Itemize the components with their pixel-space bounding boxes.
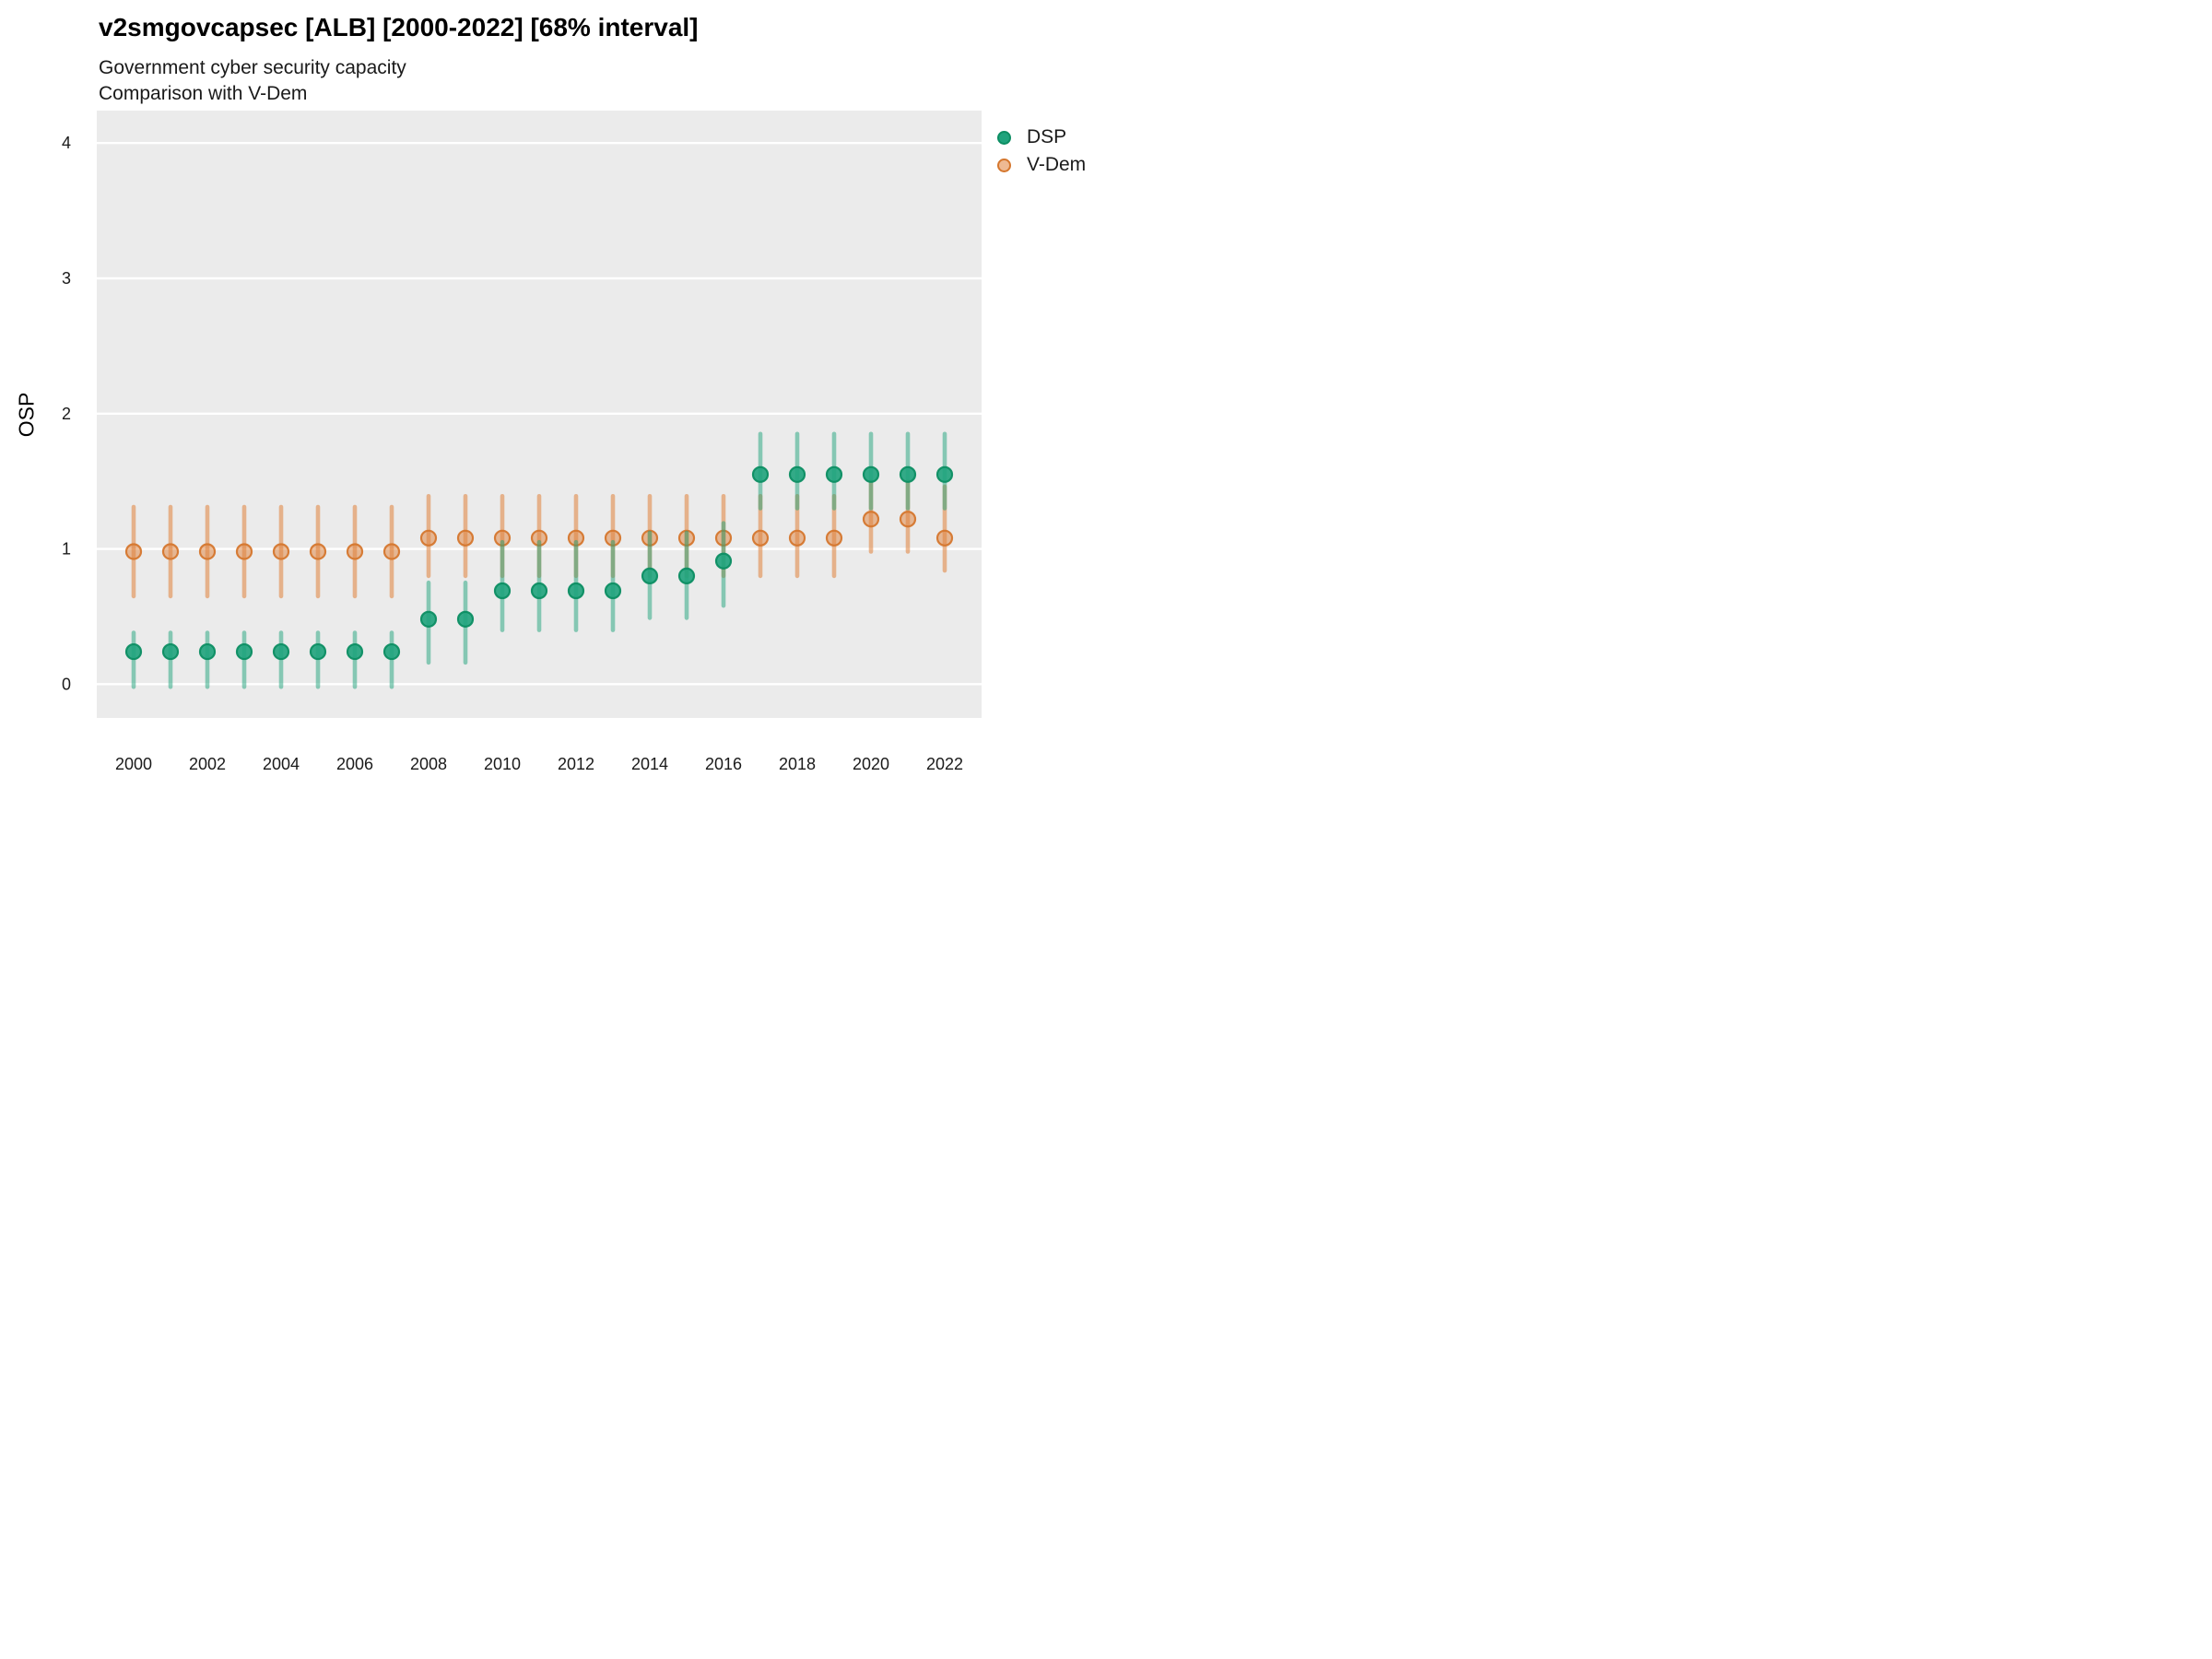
vdem-legend-dot-icon [997, 158, 1011, 172]
point-dsp-2002 [198, 642, 217, 661]
point-vdem-2022 [935, 529, 954, 547]
point-dsp-2004 [272, 642, 290, 661]
y-tick-label-0: 0 [62, 675, 71, 693]
chart-subtitle-2: Comparison with V-Dem [99, 83, 308, 104]
point-dsp-2016 [714, 552, 733, 570]
point-vdem-2000 [124, 543, 143, 560]
dsp-legend-dot-icon [997, 130, 1011, 145]
x-tick-label-2012: 2012 [558, 755, 594, 773]
x-tick-label-2004: 2004 [263, 755, 300, 773]
point-dsp-2021 [899, 465, 917, 483]
legend: DSP V-Dem [993, 124, 1086, 179]
point-dsp-2008 [419, 610, 438, 628]
point-dsp-2015 [677, 567, 696, 584]
point-dsp-2018 [788, 465, 806, 483]
x-tick-label-2014: 2014 [631, 755, 668, 773]
legend-item-vdem: V-Dem [993, 151, 1086, 179]
point-dsp-2005 [309, 642, 327, 661]
point-vdem-2007 [382, 543, 401, 560]
point-vdem-2002 [198, 543, 217, 560]
point-dsp-2022 [935, 465, 954, 483]
x-tick-label-2018: 2018 [779, 755, 816, 773]
point-dsp-2001 [161, 642, 180, 661]
legend-label-vdem: V-Dem [1027, 154, 1087, 175]
point-dsp-2013 [604, 582, 622, 600]
y-tick-label-1: 1 [62, 540, 71, 559]
point-dsp-2006 [346, 642, 364, 661]
point-dsp-2003 [235, 642, 253, 661]
y-tick-label-3: 3 [62, 269, 71, 288]
y-tick-label-2: 2 [62, 405, 71, 423]
point-dsp-2012 [567, 582, 585, 600]
point-vdem-2021 [899, 511, 917, 528]
point-dsp-2019 [825, 465, 843, 483]
point-dsp-2014 [641, 567, 659, 584]
legend-label-dsp: DSP [1027, 126, 1067, 147]
point-vdem-2020 [862, 511, 880, 528]
point-dsp-2009 [456, 610, 475, 628]
legend-item-dsp: DSP [993, 124, 1086, 151]
x-tick-label-2000: 2000 [115, 755, 152, 773]
x-tick-label-2020: 2020 [853, 755, 889, 773]
point-dsp-2017 [751, 465, 770, 483]
point-vdem-2019 [825, 529, 843, 547]
point-dsp-2000 [124, 642, 143, 661]
point-dsp-2007 [382, 642, 401, 661]
point-vdem-2017 [751, 529, 770, 547]
x-tick-label-2022: 2022 [926, 755, 963, 773]
point-vdem-2005 [309, 543, 327, 560]
point-dsp-2010 [493, 582, 512, 600]
point-vdem-2004 [272, 543, 290, 560]
x-tick-label-2016: 2016 [705, 755, 742, 773]
y-tick-label-4: 4 [62, 134, 71, 152]
x-tick-label-2006: 2006 [336, 755, 373, 773]
point-vdem-2008 [419, 529, 438, 547]
pointrange-chart: 0 1 2 3 4 2000 2002 2004 2006 2008 2010 2012 2014 201… [62, 111, 982, 773]
point-vdem-2006 [346, 543, 364, 560]
chart-subtitle-1: Government cyber security capacity [99, 57, 406, 78]
x-tick-label-2010: 2010 [484, 755, 521, 773]
chart-title: v2smgovcapsec [ALB] [2000-2022] [68% int… [99, 13, 699, 41]
x-tick-label-2008: 2008 [410, 755, 447, 773]
point-dsp-2011 [530, 582, 548, 600]
point-vdem-2003 [235, 543, 253, 560]
point-dsp-2020 [862, 465, 880, 483]
y-axis-title: OSP [14, 392, 39, 438]
point-vdem-2001 [161, 543, 180, 560]
point-vdem-2009 [456, 529, 475, 547]
x-tick-label-2002: 2002 [189, 755, 226, 773]
point-vdem-2018 [788, 529, 806, 547]
